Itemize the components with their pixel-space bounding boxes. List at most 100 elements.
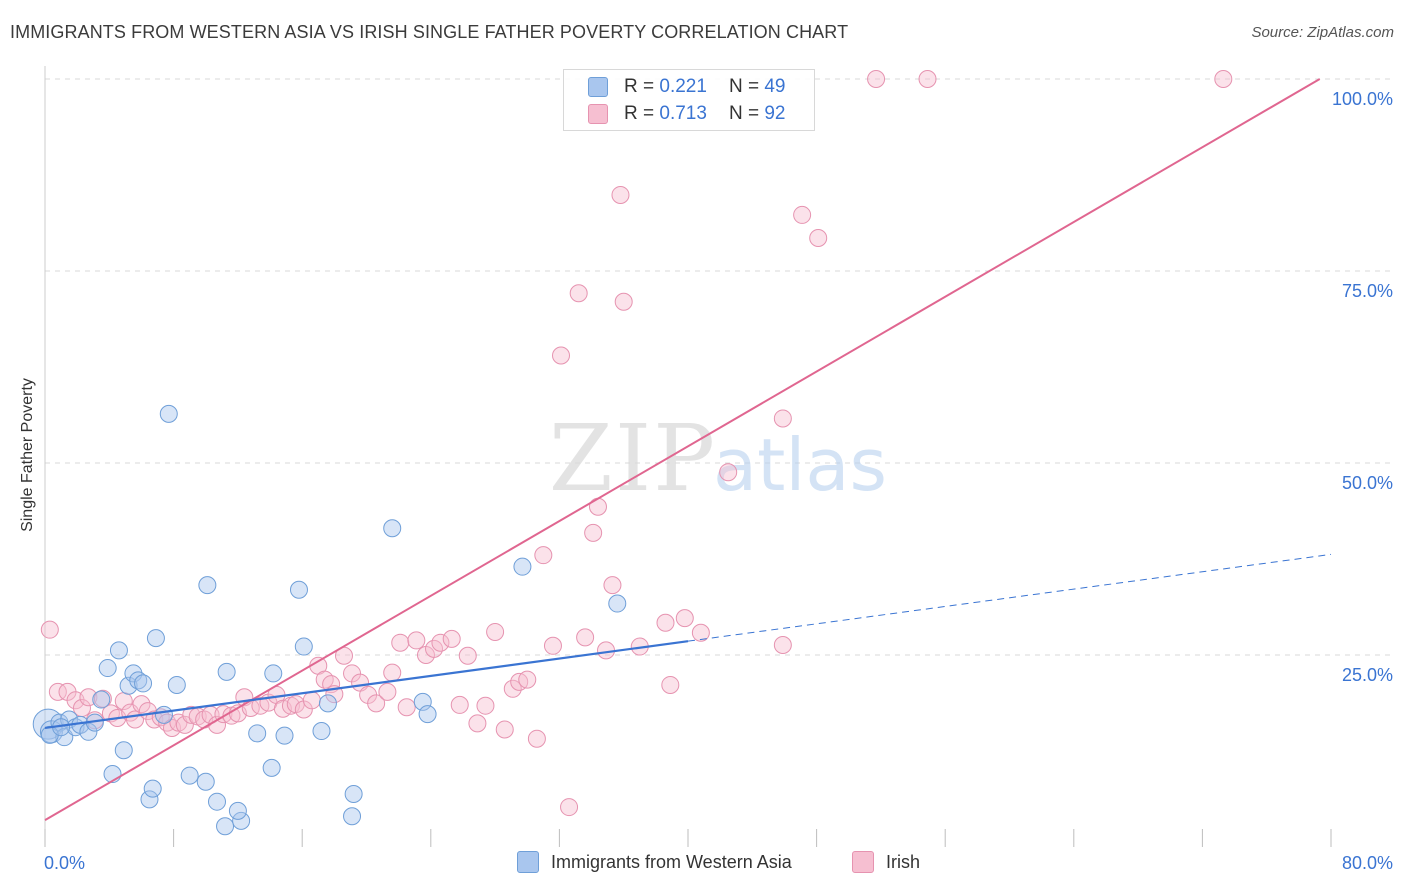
western-asia-point (418, 705, 437, 724)
western-asia-point (180, 766, 199, 785)
irish-point (407, 631, 426, 650)
western-asia-point (154, 705, 173, 724)
western-asia-point (289, 580, 308, 599)
irish-point (48, 682, 67, 701)
irish-point (40, 620, 59, 639)
irish-point (603, 576, 622, 595)
irish-point (534, 546, 553, 565)
irish-point (576, 628, 595, 647)
legend-n-label: N = (728, 103, 760, 124)
western-asia-trend-extension (687, 553, 1332, 642)
irish-point (391, 633, 410, 652)
irish-point (560, 798, 579, 817)
watermark-zip: ZIP (549, 405, 717, 512)
irish-point (527, 729, 546, 748)
irish-point (918, 70, 937, 88)
western-asia-point (275, 726, 294, 745)
y-tick-label: 100.0% (1332, 89, 1393, 109)
series-legend-irish: Irish (852, 851, 920, 873)
western-asia-point (294, 637, 313, 656)
y-tick-label: 50.0% (1342, 473, 1393, 493)
western-asia-point (55, 728, 74, 747)
watermark-atlas: atlas (713, 423, 887, 507)
irish-point (495, 720, 514, 739)
legend-r-value: 0.713 (659, 103, 707, 124)
irish-point (719, 463, 738, 482)
irish-point (458, 646, 477, 665)
series-legend-western-asia: Immigrants from Western Asia (517, 851, 792, 873)
western-asia-point (312, 722, 331, 741)
western-asia-point (344, 785, 363, 804)
western-asia-point (232, 811, 251, 830)
western-asia-point (159, 404, 178, 423)
irish-point (543, 636, 562, 655)
western-asia-point (140, 790, 159, 809)
correlation-legend: R = 0.221 N = 49 R = 0.713 N = 92 (563, 69, 815, 131)
western-asia-point (167, 675, 186, 694)
axes (44, 66, 1332, 847)
x-tick-label-min: 0.0% (44, 853, 85, 873)
series-label-western-asia: Immigrants from Western Asia (551, 851, 792, 872)
western-asia-trend-line (44, 640, 689, 730)
x-tick-label-max: 80.0% (1342, 853, 1393, 873)
irish-point (584, 523, 603, 542)
western-asia-point (608, 594, 627, 613)
western-asia-point (129, 671, 148, 690)
series-legend: Immigrants from Western Asia Irish (0, 851, 1406, 877)
irish-point (1214, 70, 1233, 88)
legend-r-label: R = (624, 76, 655, 97)
irish-point (450, 695, 469, 714)
series-label-irish: Irish (886, 851, 921, 872)
western-asia-point (383, 519, 402, 538)
legend-n-label: N = (728, 76, 760, 97)
irish-point (175, 715, 194, 734)
irish-point (588, 497, 607, 516)
legend-row-irish: R = 0.713 N = 92 (588, 102, 785, 126)
western-asia-point (248, 724, 267, 743)
western-asia-point (318, 694, 337, 713)
legend-row-western-asia: R = 0.221 N = 49 (588, 75, 785, 99)
western-asia-point (98, 659, 117, 678)
irish-point (661, 675, 680, 694)
series-swatch-blue (517, 851, 539, 873)
western-asia-point (264, 664, 283, 683)
legend-n-value: 92 (764, 103, 786, 124)
western-asia-point (198, 576, 217, 595)
irish-point (367, 694, 386, 713)
legend-r-label: R = (624, 103, 655, 124)
irish-trend-line (44, 78, 1321, 821)
irish-point (132, 695, 151, 714)
western-asia-point (79, 722, 98, 741)
irish-point (93, 689, 112, 708)
irish-point (302, 691, 321, 710)
legend-r-value: 0.221 (659, 76, 707, 97)
trend-lines (44, 78, 1332, 821)
y-tick-label: 75.0% (1342, 281, 1393, 301)
irish-point (611, 185, 630, 204)
western-asia-point (216, 817, 235, 836)
irish-point (691, 623, 710, 642)
irish-point (315, 670, 334, 689)
irish-points (40, 70, 1233, 817)
irish-point (486, 622, 505, 641)
irish-point (675, 609, 694, 628)
western-asia-point (208, 792, 227, 811)
western-asia-point (92, 690, 111, 709)
irish-point (809, 228, 828, 247)
tick-labels: 25.0% 50.0% 75.0% 100.0% 0.0% 80.0% (44, 89, 1393, 873)
western-asia-point (114, 741, 133, 760)
chart-source: Source: ZipAtlas.com (1251, 24, 1394, 41)
western-asia-point (217, 662, 236, 681)
irish-point (442, 629, 461, 648)
western-asia-point (196, 772, 215, 791)
western-asia-point (109, 641, 128, 660)
western-asia-point (134, 674, 153, 693)
chart-title: IMMIGRANTS FROM WESTERN ASIA VS IRISH SI… (10, 22, 849, 42)
irish-point (383, 663, 402, 682)
irish-point (569, 284, 588, 303)
western-asia-point (262, 758, 281, 777)
irish-point (431, 633, 450, 652)
irish-point (614, 292, 633, 311)
irish-point (793, 205, 812, 224)
